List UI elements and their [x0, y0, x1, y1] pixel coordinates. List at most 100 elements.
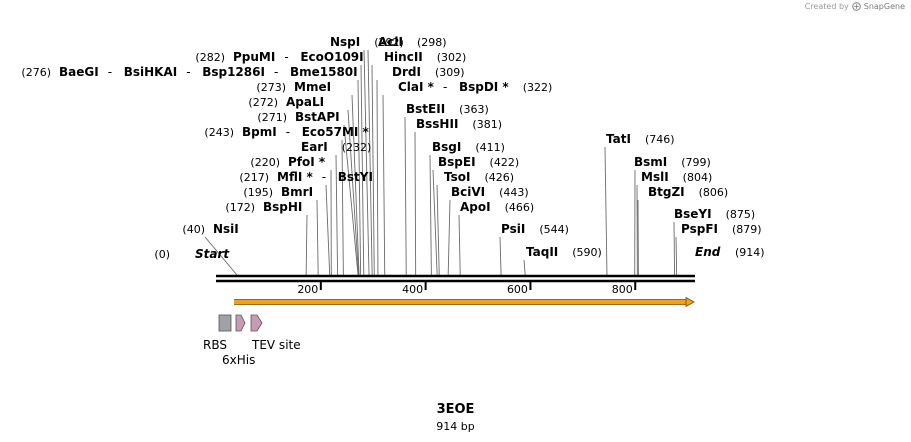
site-name-bsgi: BsgI: [432, 140, 461, 154]
site-labels: (0) Start (40) NsiI (172) BspHI(195) BmrI(217)…: [21, 35, 764, 261]
site-label-start[interactable]: (0) Start: [154, 247, 230, 261]
site-position: (799): [681, 156, 711, 169]
site-label-taqii[interactable]: (590) TaqII: [526, 245, 602, 259]
site-line-pspfi: [675, 236, 678, 276]
site-position: (590): [572, 246, 602, 259]
site-line-bsphi: [305, 214, 308, 276]
site-label-hincii[interactable]: (302) HincII: [384, 50, 466, 64]
site-label-nspi[interactable]: (292) NspI: [330, 35, 404, 49]
site-label-tsoi[interactable]: (426) TsoI: [444, 170, 514, 184]
site-lines: [204, 49, 678, 276]
site-label-bsphi[interactable]: (172) BspHI: [225, 200, 302, 214]
site-name-msli: MslI: [641, 170, 669, 184]
site-line-apali: [347, 109, 359, 276]
site-label-bstapi[interactable]: (271) BstAPI: [257, 110, 339, 124]
site-name-tsoi: TsoI: [444, 170, 470, 184]
site-line-ppumi-ecoo109i: [360, 64, 365, 276]
site-position: (875): [726, 208, 756, 221]
site-label-acli[interactable]: (298) AclI: [378, 35, 447, 49]
site-name-baegi: BaeGI: [59, 65, 99, 79]
site-position: (381): [472, 118, 502, 131]
site-label-nsii[interactable]: (40) NsiI: [182, 222, 238, 236]
site-label-end[interactable]: (914) End: [695, 245, 765, 259]
site-label-mfli-bstyi[interactable]: (217) MflI * - BstYI: [239, 170, 373, 184]
site-label-bcivi[interactable]: (443) BciVI: [451, 185, 529, 199]
feature-tev-site[interactable]: [250, 314, 263, 332]
site-line-eari: [335, 154, 339, 276]
site-name-bmri: BmrI: [281, 185, 313, 199]
site-position: (544): [539, 223, 569, 236]
site-position: (0): [154, 248, 170, 261]
site-name-bcivi: BciVI: [451, 185, 485, 199]
site-line-psii: [499, 236, 502, 276]
site-position: (309): [435, 66, 465, 79]
site-name-ppumi: PpuMI: [233, 50, 275, 64]
site-label-pspfi[interactable]: (879) PspFI: [681, 222, 762, 236]
snapgene-logo-icon: [851, 2, 861, 11]
site-label-apoi[interactable]: (466) ApoI: [460, 200, 534, 214]
site-label-bseyi[interactable]: (875) BseYI: [674, 207, 755, 221]
site-line-bcivi: [447, 199, 451, 276]
site-label-pfoi[interactable]: (220) PfoI *: [250, 155, 325, 169]
site-label-bmri[interactable]: (195) BmrI: [243, 185, 313, 199]
site-label-mmei[interactable]: (273) MmeI: [256, 80, 331, 94]
site-position: (217): [239, 171, 269, 184]
site-name-tati: TatI: [606, 132, 631, 146]
site-name-hincii: HincII: [384, 50, 423, 64]
site-label-bsmi[interactable]: (799) BsmI: [634, 155, 711, 169]
site-name-mfli: MflI *: [277, 170, 313, 184]
6xhis-arrow: [235, 314, 246, 332]
watermark: Created by SnapGene: [805, 2, 905, 11]
site-position: (276): [21, 66, 51, 79]
plasmid-name: 3EOE: [436, 402, 475, 417]
site-label-baegi-bsihkai-bsp1286i-bme1580i[interactable]: (276) BaeGI - BsiHKAI - Bsp1286I - Bme1580I: [21, 65, 357, 79]
site-name-bstyi: BstYI: [338, 170, 373, 184]
site-line-bseyi: [673, 221, 676, 276]
site-position: (914): [735, 246, 765, 259]
site-label-drdi[interactable]: (309) DrdI: [392, 65, 465, 79]
site-line-drdi: [376, 79, 379, 276]
site-label-bsshii[interactable]: (381) BssHII: [416, 117, 502, 131]
site-name-bspdi: BspDI *: [459, 80, 509, 94]
site-line-taqii: [523, 259, 526, 276]
site-position: (220): [250, 156, 280, 169]
site-name-eco57mi: Eco57MI *: [302, 125, 370, 139]
site-label-tati[interactable]: (746) TatI: [606, 132, 675, 146]
orf-arrow[interactable]: [234, 296, 695, 308]
watermark-created-by: Created by: [804, 2, 849, 11]
ruler-tick-label: 400: [402, 283, 423, 296]
site-line-bstapi: [343, 124, 359, 276]
site-label-psii[interactable]: (544) PsiI: [501, 222, 569, 236]
site-name-pfoi: PfoI *: [288, 155, 326, 169]
site-label-eari[interactable]: (232) EarI: [301, 140, 371, 154]
site-name-bpmi: BpmI: [242, 125, 277, 139]
ruler-tick-label: 200: [297, 283, 318, 296]
site-position: (411): [475, 141, 505, 154]
plasmid-length: 914 bp: [436, 420, 475, 433]
feature-rbs[interactable]: [218, 314, 232, 332]
site-position: (806): [699, 186, 729, 199]
site-label-bsgi[interactable]: (411) BsgI: [432, 140, 505, 154]
site-name-bsmi: BsmI: [634, 155, 667, 169]
site-name-bstapi: BstAPI: [295, 110, 340, 124]
site-line-bmri: [316, 199, 319, 276]
site-line-baegi-bsihkai-bsp1286i-bme1580i: [357, 79, 362, 276]
feature-6xhis[interactable]: [235, 314, 246, 332]
site-name-nsii: NsiI: [213, 222, 239, 236]
site-label-bsteii[interactable]: (363) BstEII: [406, 102, 489, 116]
site-position: (302): [437, 51, 467, 64]
site-label-btgzi[interactable]: (806) BtgZI: [648, 185, 728, 199]
site-line-apoi: [458, 214, 461, 276]
site-name-taqii: TaqII: [526, 245, 558, 259]
site-label-apali[interactable]: (272) ApaLI: [248, 95, 324, 109]
site-label-bspei[interactable]: (422) BspEI: [438, 155, 519, 169]
site-label-bpmi-eco57mi[interactable]: (243) BpmI - Eco57MI *: [204, 125, 369, 139]
site-line-bsgi: [429, 154, 432, 276]
site-position: (232): [342, 141, 372, 154]
site-name-start: Start: [195, 247, 230, 261]
site-label-ppumi-ecoo109i[interactable]: (282) PpuMI - EcoO109I: [195, 50, 363, 64]
site-label-msli[interactable]: (804) MslI: [641, 170, 712, 184]
site-line-tati: [604, 146, 608, 276]
site-label-clai-bspdi[interactable]: (322) ClaI * - BspDI *: [398, 80, 552, 94]
site-position: (879): [732, 223, 762, 236]
